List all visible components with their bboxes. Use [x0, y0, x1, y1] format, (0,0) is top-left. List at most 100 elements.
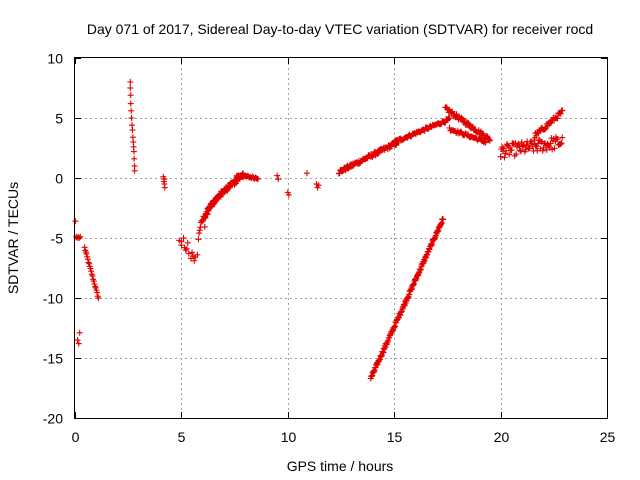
data-point: [196, 230, 203, 237]
data-point: [533, 132, 540, 139]
data-point: [182, 247, 189, 253]
data-point: [554, 136, 561, 143]
data-point: [508, 147, 515, 154]
data-point: [183, 245, 190, 252]
data-point: [465, 119, 472, 126]
data-point: [440, 216, 447, 223]
data-point: [446, 115, 453, 122]
data-point: [515, 140, 522, 147]
data-point: [558, 140, 565, 147]
data-point: [77, 233, 84, 240]
data-point: [92, 283, 99, 290]
x-tick-label: 5: [178, 429, 186, 445]
data-point: [84, 256, 91, 263]
data-point: [554, 115, 561, 122]
data-point: [559, 107, 566, 114]
data-point: [201, 223, 208, 230]
data-point: [315, 182, 322, 189]
data-point: [441, 119, 448, 126]
data-point: [485, 136, 492, 143]
data-point: [274, 172, 281, 179]
x-tick-label: 15: [387, 429, 403, 445]
data-point: [255, 175, 262, 182]
data-point: [528, 140, 535, 147]
data-point: [501, 154, 508, 161]
data-point: [551, 145, 558, 152]
data-point: [189, 249, 196, 256]
data-point: [482, 139, 489, 146]
data-point: [557, 141, 564, 148]
data-point: [161, 176, 168, 183]
data-point: [74, 337, 81, 343]
data-point: [185, 250, 192, 257]
data-point: [83, 250, 90, 257]
data-point: [89, 272, 96, 279]
data-point: [72, 218, 79, 225]
data-point: [90, 278, 97, 285]
data-point: [81, 244, 88, 251]
data-point: [75, 340, 82, 347]
y-tick-label: -5: [51, 231, 64, 247]
data-point: [513, 151, 520, 158]
y-tick-label: 0: [55, 171, 63, 187]
data-point: [285, 191, 292, 198]
x-tick-label: 10: [281, 429, 297, 445]
data-point: [88, 268, 95, 275]
y-tick-label: -20: [43, 411, 63, 427]
data-point: [204, 210, 211, 217]
data-point: [535, 140, 542, 147]
data-point: [127, 79, 134, 85]
data-point: [130, 148, 137, 155]
data-point: [470, 124, 477, 131]
data-point: [94, 289, 101, 296]
data-point: [128, 115, 135, 121]
data-point: [275, 176, 282, 183]
data-point: [233, 177, 240, 184]
data-point: [559, 134, 566, 141]
data-point: [190, 253, 197, 259]
data-point: [128, 107, 135, 114]
data-point: [194, 251, 201, 258]
data-point: [127, 85, 134, 91]
data-point: [525, 145, 532, 152]
data-point: [522, 146, 529, 153]
data-point: [85, 259, 92, 266]
data-points: [72, 79, 566, 382]
data-point: [374, 150, 381, 157]
data-point: [526, 145, 533, 152]
chart-title: Day 071 of 2017, Sidereal Day-to-day VTE…: [87, 21, 593, 37]
x-tick-label: 0: [72, 429, 80, 445]
data-point: [539, 147, 546, 154]
data-point: [129, 127, 136, 133]
data-point: [180, 235, 187, 241]
data-point: [468, 123, 475, 130]
data-point: [448, 109, 455, 116]
data-point: [195, 236, 202, 243]
data-point: [557, 110, 564, 117]
x-tick-label: 20: [494, 429, 510, 445]
data-point: [95, 295, 102, 302]
data-point: [517, 147, 524, 154]
data-point: [486, 137, 493, 144]
data-point: [184, 239, 191, 246]
y-tick-label: 5: [55, 111, 63, 127]
data-point: [542, 125, 549, 132]
data-point: [127, 92, 134, 99]
data-point: [76, 329, 83, 336]
data-point: [191, 257, 198, 264]
data-point: [534, 147, 541, 154]
data-point: [303, 170, 310, 177]
data-point: [481, 138, 488, 145]
data-point: [506, 151, 513, 158]
data-point: [131, 155, 138, 162]
data-point: [502, 150, 509, 157]
y-axis-label: SDTVAR / TECUs: [5, 182, 21, 294]
data-point: [131, 167, 138, 174]
data-point: [76, 235, 83, 241]
data-point: [87, 265, 94, 272]
data-point: [202, 215, 209, 222]
data-point: [178, 238, 185, 245]
y-tick-label: -10: [43, 291, 63, 307]
data-point: [127, 100, 134, 107]
